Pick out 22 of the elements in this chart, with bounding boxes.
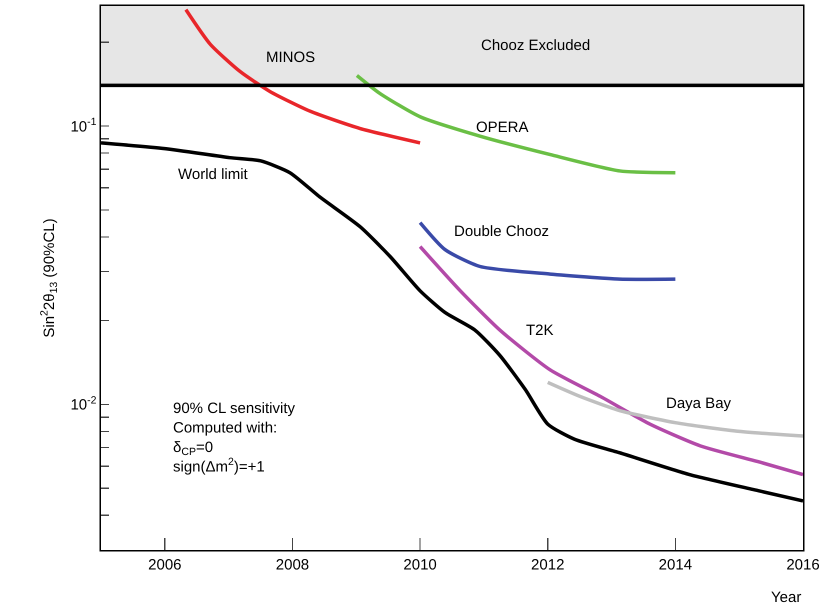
y-tick-label: 10$^{-1}$ xyxy=(70,116,97,136)
line-series xyxy=(418,220,678,282)
x-tick-label: 2008 xyxy=(276,556,310,574)
series-label: T2K xyxy=(526,322,554,339)
series-label: OPERA xyxy=(476,119,529,136)
x-tick-label: 2014 xyxy=(658,556,692,574)
x-axis-title: Year xyxy=(771,589,802,606)
series-label: Double Chooz xyxy=(454,223,550,240)
series-label: Daya Bay xyxy=(666,395,732,412)
line-series xyxy=(546,380,803,438)
line-series xyxy=(355,74,678,174)
annotation: 90% CL sensitivity Computed with: δ$_{CP}$=0 sign(Δm$^{2}$)=+1 xyxy=(173,400,296,476)
y-tick-label: 10$^{-2}$ xyxy=(70,394,97,414)
x-tick-label: 2006 xyxy=(148,556,182,574)
series-label: MINOS xyxy=(266,49,316,66)
x-tick-label: 2010 xyxy=(403,556,437,574)
x-tick-label: 2016 xyxy=(786,556,820,574)
series-label: World limit xyxy=(178,166,249,183)
x-tick-label: 2012 xyxy=(531,556,564,574)
band-label: Chooz Excluded xyxy=(481,37,590,54)
line-series xyxy=(184,8,422,145)
line-series xyxy=(418,244,803,476)
